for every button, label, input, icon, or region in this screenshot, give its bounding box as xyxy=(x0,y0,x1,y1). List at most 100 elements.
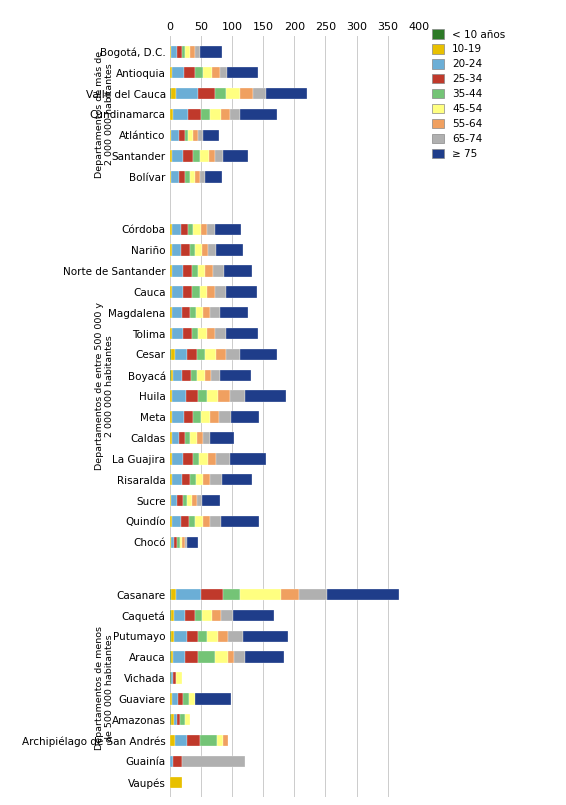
Bar xyxy=(176,88,198,99)
Bar xyxy=(191,266,198,277)
Bar xyxy=(200,171,205,183)
Bar xyxy=(215,151,223,162)
Bar xyxy=(207,630,218,642)
Bar xyxy=(187,630,198,642)
Bar xyxy=(172,390,186,402)
Bar xyxy=(202,245,208,256)
Bar xyxy=(170,588,171,601)
Bar xyxy=(184,411,194,423)
Bar xyxy=(170,130,171,141)
Bar xyxy=(189,693,195,704)
Bar xyxy=(188,224,194,235)
Bar xyxy=(182,369,191,381)
Bar xyxy=(171,474,182,485)
Bar xyxy=(226,88,240,99)
Bar xyxy=(220,67,227,79)
Bar xyxy=(171,588,176,601)
Bar xyxy=(210,432,234,444)
Bar xyxy=(223,151,248,162)
Bar xyxy=(226,349,239,360)
Bar xyxy=(195,171,200,183)
Bar xyxy=(170,516,171,527)
Bar xyxy=(223,588,240,601)
Bar xyxy=(185,714,190,725)
Bar xyxy=(170,777,182,788)
Bar xyxy=(190,245,195,256)
Bar xyxy=(183,151,193,162)
Bar xyxy=(182,307,190,319)
Bar xyxy=(199,130,203,141)
Bar xyxy=(209,474,222,485)
Bar xyxy=(170,453,171,464)
Bar xyxy=(175,735,187,746)
Bar xyxy=(213,266,224,277)
Bar xyxy=(190,171,195,183)
Bar xyxy=(200,735,217,746)
Bar xyxy=(171,67,184,79)
Bar xyxy=(205,266,213,277)
Bar xyxy=(205,171,222,183)
Bar xyxy=(208,453,216,464)
Bar xyxy=(174,630,187,642)
Bar xyxy=(178,130,185,141)
Bar xyxy=(180,537,182,548)
Bar xyxy=(203,307,209,319)
Bar xyxy=(196,432,203,444)
Bar xyxy=(234,651,245,663)
Bar xyxy=(173,369,182,381)
Bar xyxy=(224,266,252,277)
Bar xyxy=(212,609,221,621)
Bar xyxy=(171,630,174,642)
Bar xyxy=(201,411,210,423)
Bar xyxy=(226,286,257,298)
Bar xyxy=(197,369,205,381)
Bar xyxy=(171,151,183,162)
Bar xyxy=(245,651,284,663)
Bar xyxy=(185,130,188,141)
Bar xyxy=(171,609,174,621)
Bar xyxy=(230,453,266,464)
Bar xyxy=(209,109,221,120)
Bar xyxy=(173,672,176,683)
Bar xyxy=(173,756,182,767)
Bar xyxy=(171,693,178,704)
Bar xyxy=(207,286,215,298)
Bar xyxy=(182,537,185,548)
Bar xyxy=(170,266,171,277)
Bar xyxy=(188,109,201,120)
Bar xyxy=(189,516,195,527)
Bar xyxy=(188,130,194,141)
Bar xyxy=(203,474,209,485)
Bar xyxy=(170,735,175,746)
Bar xyxy=(185,46,190,58)
Bar xyxy=(327,588,399,601)
Bar xyxy=(174,537,177,548)
Bar xyxy=(198,88,215,99)
Bar xyxy=(195,609,202,621)
Bar xyxy=(170,630,171,642)
Bar xyxy=(227,67,258,79)
Bar xyxy=(205,349,216,360)
Bar xyxy=(239,349,277,360)
Bar xyxy=(192,495,197,506)
Bar xyxy=(175,349,187,360)
Bar xyxy=(193,151,200,162)
Bar xyxy=(215,286,226,298)
Bar xyxy=(171,411,184,423)
Bar xyxy=(170,349,171,360)
Bar xyxy=(183,286,192,298)
Bar xyxy=(171,516,181,527)
Bar xyxy=(181,516,189,527)
Bar xyxy=(170,369,171,381)
Bar xyxy=(221,109,230,120)
Bar xyxy=(170,537,171,548)
Bar xyxy=(171,46,177,58)
Text: Departamentos de más de
2 000 000 habitantes: Departamentos de más de 2 000 000 habita… xyxy=(95,51,114,178)
Bar xyxy=(195,516,203,527)
Bar xyxy=(190,432,196,444)
Bar xyxy=(171,714,174,725)
Bar xyxy=(179,432,185,444)
Bar xyxy=(177,495,183,506)
Bar xyxy=(177,537,180,548)
Bar xyxy=(171,171,178,183)
